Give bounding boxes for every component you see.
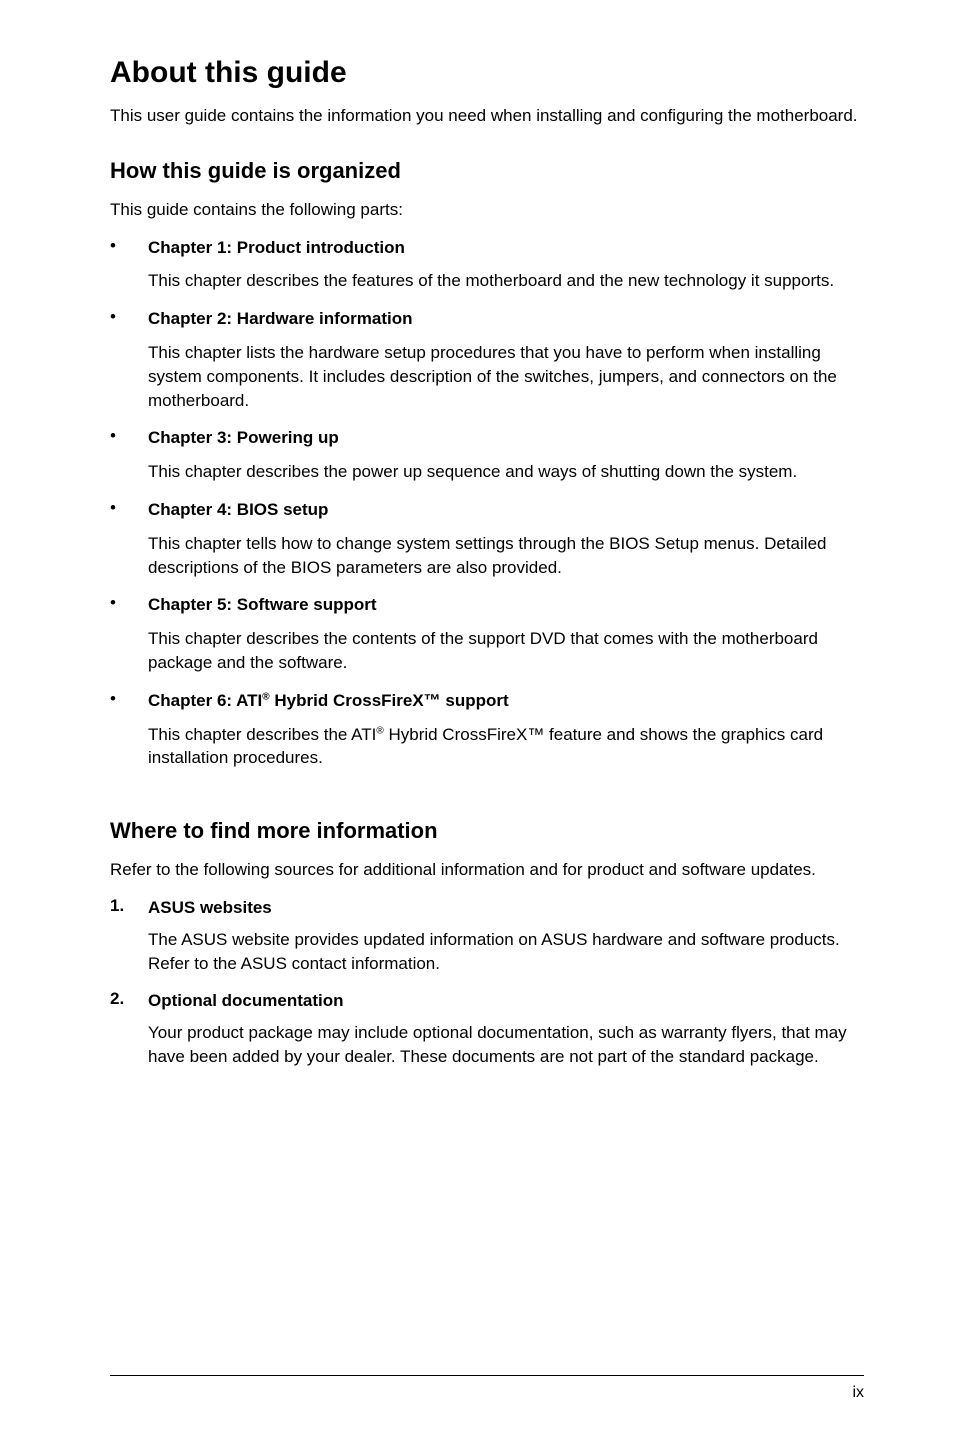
chapter-title-pre: Chapter 6: ATI [148,691,262,710]
chapter-item: Chapter 2: Hardware information This cha… [148,307,864,412]
item-num: 2. [110,989,124,1009]
where-intro: Refer to the following sources for addit… [110,858,864,882]
chapter-desc: This chapter tells how to change system … [148,532,864,580]
item-desc: The ASUS website provides updated inform… [148,928,864,976]
chapter-desc: This chapter describes the ATI® Hybrid C… [148,723,864,771]
where-list: 1. ASUS websites The ASUS website provid… [110,896,864,1069]
page-number: ix [852,1384,864,1402]
chapter-item: Chapter 1: Product introduction This cha… [148,236,864,294]
organized-intro: This guide contains the following parts: [110,198,864,222]
page-title: About this guide [110,56,864,90]
chapter-title-post: Hybrid CrossFireX™ support [270,691,509,710]
where-item: 2. Optional documentation Your product p… [148,989,864,1068]
chapter-title: Chapter 4: BIOS setup [148,498,864,522]
where-item: 1. ASUS websites The ASUS website provid… [148,896,864,975]
chapter-desc-sup: ® [376,725,383,736]
item-desc: Your product package may include optiona… [148,1021,864,1069]
where-section: Where to find more information Refer to … [110,818,864,1069]
chapters-list: Chapter 1: Product introduction This cha… [110,236,864,771]
chapter-title-sup: ® [262,691,269,702]
organized-heading: How this guide is organized [110,158,864,184]
chapter-title: Chapter 6: ATI® Hybrid CrossFireX™ suppo… [148,689,864,713]
item-num: 1. [110,896,124,916]
where-heading: Where to find more information [110,818,864,844]
chapter-desc: This chapter lists the hardware setup pr… [148,341,864,412]
chapter-title: Chapter 1: Product introduction [148,236,864,260]
chapter-item: Chapter 3: Powering up This chapter desc… [148,426,864,484]
chapter-title: Chapter 3: Powering up [148,426,864,450]
intro-paragraph: This user guide contains the information… [110,104,864,128]
item-title: ASUS websites [148,896,864,920]
chapter-item: Chapter 4: BIOS setup This chapter tells… [148,498,864,579]
chapter-title: Chapter 5: Software support [148,593,864,617]
footer-divider [110,1375,864,1376]
item-title: Optional documentation [148,989,864,1013]
chapter-item: Chapter 6: ATI® Hybrid CrossFireX™ suppo… [148,689,864,770]
chapter-desc: This chapter describes the power up sequ… [148,460,864,484]
chapter-desc-pre: This chapter describes the ATI [148,725,376,744]
chapter-desc: This chapter describes the contents of t… [148,627,864,675]
chapter-title: Chapter 2: Hardware information [148,307,864,331]
chapter-item: Chapter 5: Software support This chapter… [148,593,864,674]
chapter-desc: This chapter describes the features of t… [148,269,864,293]
